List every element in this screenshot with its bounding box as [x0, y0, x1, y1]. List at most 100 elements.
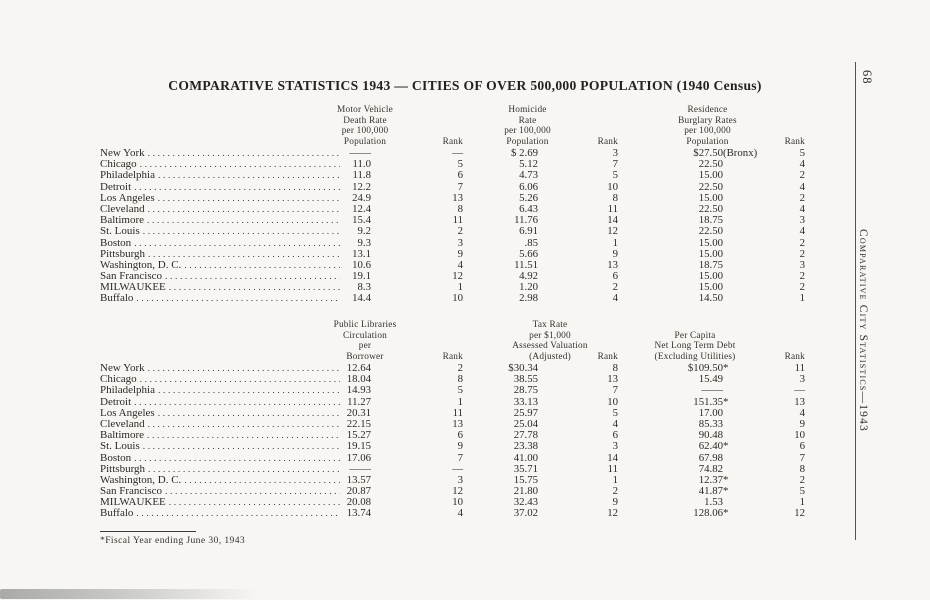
table-row: Los Angeles 24.9 13 5.26 8 15.00 2	[100, 191, 810, 205]
table-header: Motor Vehicle Death Rate per 100,000 Popula…	[100, 99, 810, 147]
finance-statistics-table: Public Libraries Circulation per Borrower Ra…	[100, 318, 810, 520]
val-cell: ——	[349, 462, 371, 475]
city-name: Baltimore	[100, 215, 144, 227]
value-suffix: *	[723, 395, 729, 408]
rank-cell: 2	[799, 191, 805, 204]
rank-cell: 14	[607, 451, 618, 464]
city-name: San Francisco	[100, 486, 163, 498]
rank-cell: 4	[799, 180, 805, 193]
side-label: Comparative City Statistics—1943	[857, 229, 869, 433]
rank-cell: 9	[457, 440, 463, 453]
table-row: Baltimore 15.27 6 27.78 6 90.48 10	[100, 429, 810, 442]
rank-cell: 7	[457, 180, 463, 193]
footnote-rule	[100, 531, 196, 532]
rank-cell: 6	[457, 169, 463, 182]
rank-cell: 10	[794, 429, 805, 442]
rank-cell: 8	[612, 191, 618, 204]
val-cell: 15.49	[698, 373, 723, 386]
val-cell: 35.71	[513, 462, 538, 475]
val-cell: 41.87 *	[698, 485, 729, 498]
city-name: St. Louis	[100, 226, 140, 238]
val-cell: 15.00	[698, 169, 723, 182]
rank-cell: 6	[612, 429, 618, 442]
city-cell: MILWAUKEE	[100, 282, 340, 294]
rank-cell: 7	[612, 384, 618, 397]
val-cell: 21.80	[513, 485, 538, 498]
city-cell: Pittsburgh	[100, 249, 340, 261]
table-row: Chicago 18.04 8 38.55 13 15.49 3	[100, 373, 810, 386]
rank-cell: 3	[612, 440, 618, 453]
city-cell: Chicago	[100, 374, 340, 386]
val-cell: 13.57	[346, 473, 371, 486]
val-cell: 6.91	[519, 225, 538, 238]
city-cell: New York	[100, 363, 340, 375]
val-cell: 12.4	[352, 202, 371, 215]
rank-cell: 4	[799, 158, 805, 171]
rank-cell: 10	[452, 292, 463, 305]
column-header-val2: Homicide Rate per 100,000 Population	[504, 105, 551, 147]
rank-cell: 8	[457, 373, 463, 386]
val-cell: 13.74	[346, 507, 371, 520]
vertical-rule	[855, 62, 856, 540]
rank-cell: 2	[799, 281, 805, 294]
city-cell: Washington, D. C.	[100, 475, 340, 487]
city-cell: Pittsburgh	[100, 464, 340, 476]
city-name: Baltimore	[100, 430, 144, 442]
rank-cell: 12	[452, 270, 463, 283]
value-suffix: *	[723, 362, 729, 374]
rank-cell: 1	[799, 496, 805, 509]
city-cell: San Francisco	[100, 486, 340, 498]
val-cell: $30.34	[508, 362, 538, 374]
val-cell: 6.43	[519, 202, 538, 215]
city-cell: Los Angeles	[100, 193, 340, 205]
rank-cell: 5	[799, 147, 805, 159]
rank-cell: 14	[607, 214, 618, 227]
column-header-rank1: Rank	[442, 351, 463, 362]
rank-cell: 4	[612, 417, 618, 430]
table-row: San Francisco 20.87 12 21.80 2 41.87* 5	[100, 485, 810, 498]
rank-cell: 7	[457, 451, 463, 464]
city-cell: MILWAUKEE	[100, 497, 340, 509]
table-row: San Francisco 19.1 12 4.92 6 15.00 2	[100, 270, 810, 283]
val-cell: $109.50 *	[687, 362, 729, 374]
city-cell: Cleveland	[100, 204, 340, 216]
rank-cell: 3	[799, 373, 805, 386]
val-cell: 15.00	[698, 281, 723, 294]
city-cell: Cleveland	[100, 419, 340, 431]
rank-cell: 3	[457, 236, 463, 249]
value-suffix: *	[723, 507, 729, 520]
table-row: St. Louis 9.2 2 6.91 12 22.50 4	[100, 226, 810, 237]
rank-cell: 4	[457, 507, 463, 520]
val-cell: 22.50	[698, 202, 723, 215]
rank-cell: 5	[457, 158, 463, 171]
table-body: New York———$ 2.693$27.50(Bronx)5Chicago1…	[100, 147, 810, 305]
city-name: MILWAUKEE	[100, 497, 166, 509]
val-cell: 11.27	[347, 395, 371, 408]
val-cell: 4.73	[519, 169, 538, 182]
table-row: Buffalo 14.4 10 2.98 4 14.50 1	[100, 293, 810, 304]
scan-artifact	[0, 589, 258, 599]
val-cell: 37.02	[513, 507, 538, 520]
val-cell: 5.12	[519, 158, 538, 171]
val-cell: 15.27	[346, 429, 371, 442]
val-cell: 18.75	[698, 214, 723, 227]
val-cell: 14.93	[346, 384, 371, 397]
city-name: Boston	[100, 237, 132, 249]
column-header-rank3: Rank	[784, 351, 805, 362]
column-header-val3: Residence Burglary Rates per 100,000 Popula…	[678, 105, 737, 147]
rank-cell: 9	[457, 247, 463, 260]
rank-cell: 9	[799, 417, 805, 430]
table-row: Washington, D. C. 10.6 4 11.51 13 18.75 3	[100, 259, 810, 271]
val-cell: 15.00	[698, 191, 723, 204]
column-header-val1: Motor Vehicle Death Rate per 100,000 Popula…	[337, 105, 393, 147]
val-cell: 17.06	[346, 451, 371, 464]
table-row: Philadelphia 11.8 6 4.73 5 15.00 2	[100, 170, 810, 181]
val-cell: 41.00	[513, 451, 538, 464]
rank-cell: 4	[799, 225, 805, 238]
rank-cell: 11	[607, 462, 618, 475]
city-name: Cleveland	[100, 203, 145, 215]
city-cell: Baltimore	[100, 430, 340, 442]
val-cell: 32.43	[513, 496, 538, 509]
table-body: New York12.642$30.348$109.50*11Chicago18…	[100, 362, 810, 520]
val-cell: 2.98	[519, 292, 538, 305]
